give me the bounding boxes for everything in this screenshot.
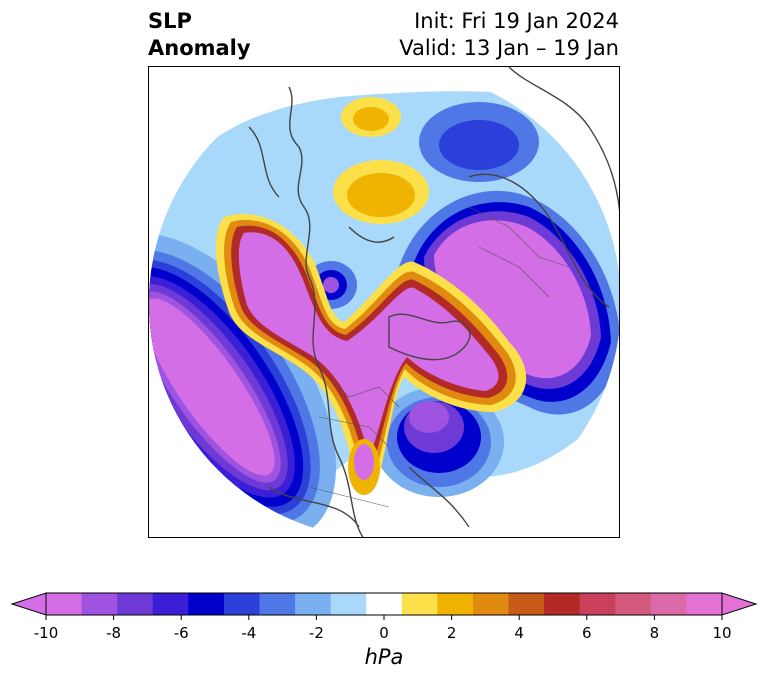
field-layer (149, 67, 619, 537)
init-date: Init: Fri 19 Jan 2024 (414, 9, 619, 33)
colorbar-swatch (508, 593, 545, 615)
colorbar-swatch (295, 593, 332, 615)
colorbar-swatch (401, 593, 438, 615)
colorbar-swatch (472, 593, 510, 615)
chart-title: SLP Anomaly (148, 8, 251, 62)
colorbar-tick-label: -2 (308, 624, 324, 642)
colorbar-swatch (117, 593, 154, 615)
north-low (419, 102, 539, 182)
colorbar-swatch (152, 593, 189, 615)
colorbar-tick-label: 4 (514, 624, 524, 642)
title-line-2: Anomaly (148, 36, 251, 60)
colorbar-tick-label: 10 (712, 624, 732, 642)
title-line-1: SLP (148, 9, 192, 33)
colorbar-swatch (579, 593, 616, 615)
colorbar-swatch (330, 593, 367, 615)
north-highs (333, 97, 429, 224)
main-high (215, 214, 527, 488)
colorbar-tick-label: -4 (241, 624, 257, 642)
valid-range: Valid: 13 Jan – 19 Jan (399, 36, 619, 60)
colorbar-tick-label: 6 (582, 624, 592, 642)
colorbar-swatch (437, 593, 474, 615)
colorbar-swatch (259, 593, 296, 615)
colorbar-swatch (650, 593, 687, 615)
colorbar-swatch (188, 593, 225, 615)
colorbar-extend-min (10, 592, 47, 616)
colorbar-tick-label: 8 (649, 624, 660, 642)
coastlines (248, 67, 619, 537)
colorbar-swatch (223, 593, 260, 615)
valid-info: Init: Fri 19 Jan 2024 Valid: 13 Jan – 19… (399, 8, 619, 62)
colorbar-extend-max (721, 592, 758, 616)
colorbar-svg (10, 592, 758, 620)
borders (308, 206, 570, 508)
colorbar-tick-label: 0 (379, 624, 389, 642)
colorbar-swatch (544, 593, 581, 615)
colorbar-swatch (81, 593, 118, 615)
colorbar-tick-label: -10 (33, 624, 59, 642)
colorbar-swatch (615, 593, 652, 615)
colorbar-swatch (46, 593, 83, 615)
us-high (348, 439, 380, 495)
map-svg (149, 67, 619, 537)
anomaly-map (148, 66, 620, 538)
atlantic-low (374, 387, 504, 497)
colorbar-tick-label: -8 (106, 624, 122, 642)
colorbar (0, 585, 768, 625)
colorbar-tick-label: -6 (173, 624, 189, 642)
west-low (149, 233, 337, 537)
colorbar-unit: hPa (364, 645, 404, 669)
colorbar-swatch (366, 593, 403, 615)
colorbar-swatch (686, 593, 723, 615)
colorbar-tick-label: 2 (446, 624, 457, 642)
